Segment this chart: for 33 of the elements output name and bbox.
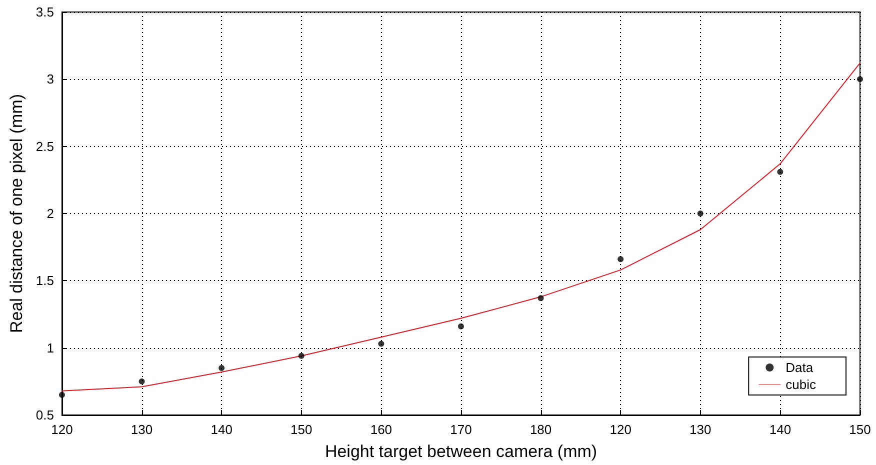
point: [777, 168, 784, 175]
x-tick-label: 120: [610, 422, 632, 437]
x-axis-title: Height target between camera (mm): [324, 442, 598, 461]
point: [58, 392, 65, 398]
x-tick-label: 170: [450, 422, 472, 437]
y-tick-label: 3.5: [36, 4, 54, 20]
y-tick-label: 2: [46, 206, 54, 221]
x-tick-label: 140: [210, 422, 232, 437]
point: [857, 76, 863, 82]
x-tick-label: 140: [769, 422, 792, 437]
point: [218, 364, 225, 371]
point: [538, 295, 544, 302]
point: [138, 378, 145, 384]
y-tick-label: 1.5: [36, 273, 54, 288]
legend-label: cubic: [786, 377, 816, 392]
y-tick-label: 0.5: [36, 408, 54, 422]
y-tick-label: 3: [46, 72, 54, 87]
x-tick-label: 120: [51, 422, 73, 437]
x-tick-label: 160: [370, 422, 392, 437]
point: [378, 340, 384, 347]
x-tick-label: 130: [690, 422, 712, 437]
point: [458, 323, 464, 330]
y-tick-label: 1: [46, 340, 54, 356]
y-axis-title: Real distance of one pixel (mm): [7, 94, 26, 334]
point: [618, 256, 624, 262]
x-tick-label: 150: [290, 422, 312, 437]
legend-label: Data: [786, 360, 814, 375]
y-tick-label: 2.5: [36, 138, 54, 154]
x-tick-label: 150: [849, 422, 871, 437]
point: [298, 352, 304, 359]
x-tick-label: 130: [130, 422, 153, 437]
x-tick-label: 180: [530, 422, 552, 437]
point: [697, 210, 704, 216]
